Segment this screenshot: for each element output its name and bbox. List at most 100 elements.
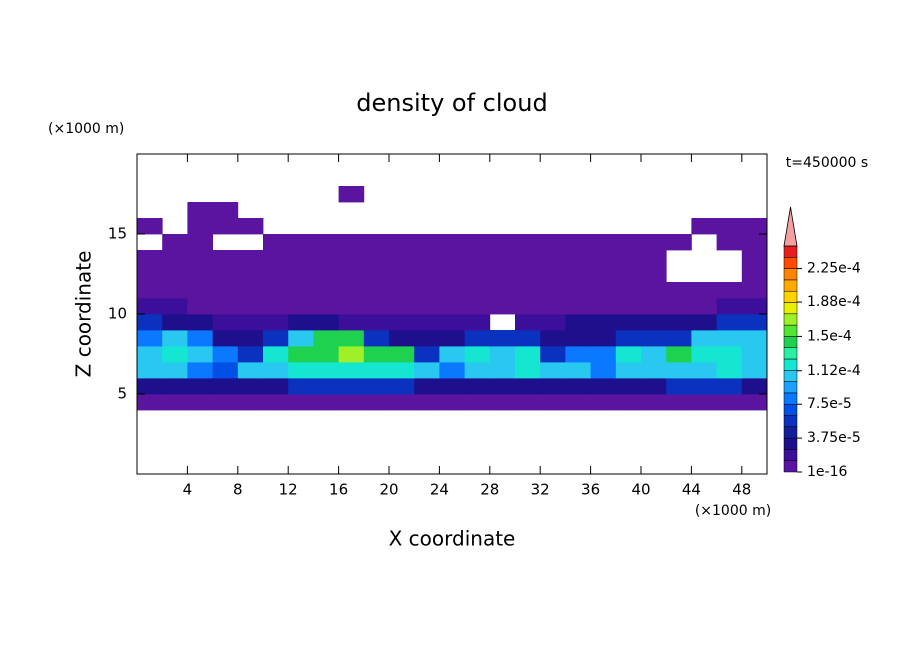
contour-cell xyxy=(263,314,289,331)
contour-cell xyxy=(389,394,415,411)
contour-cell xyxy=(666,346,692,363)
contour-cell xyxy=(363,234,390,251)
contour-cell xyxy=(414,266,440,283)
contour-cell xyxy=(741,330,768,347)
contour-cell xyxy=(515,346,541,363)
contour-cell xyxy=(666,234,692,251)
contour-cell xyxy=(414,314,440,331)
x-tick-label: 24 xyxy=(430,481,449,499)
contour-cell xyxy=(162,282,188,299)
contour-cell xyxy=(212,330,239,347)
contour-cell xyxy=(363,394,390,411)
contour-cell xyxy=(540,234,566,251)
x-tick-label: 32 xyxy=(531,481,550,499)
contour-cell xyxy=(338,330,365,347)
contour-cell xyxy=(565,266,591,283)
contour-cell xyxy=(615,394,642,411)
contour-cell xyxy=(439,362,465,379)
colorbar-band xyxy=(783,403,798,416)
contour-cell xyxy=(615,282,642,299)
contour-cell xyxy=(212,250,239,267)
contour-cell xyxy=(615,346,642,363)
contour-cell xyxy=(363,298,390,315)
contour-cell xyxy=(590,362,617,379)
contour-cell xyxy=(641,346,667,363)
contour-cell xyxy=(439,346,465,363)
contour-cell xyxy=(389,346,415,363)
contour-cell xyxy=(641,266,667,283)
colorbar-tick-label: 7.5e-5 xyxy=(807,396,852,412)
contour-cell xyxy=(162,234,188,251)
contour-cell xyxy=(741,346,768,363)
contour-cell xyxy=(590,330,617,347)
contour-cell xyxy=(187,250,213,267)
contour-cell xyxy=(414,330,440,347)
x-unit: (×1000 m) xyxy=(695,503,771,519)
contour-cell xyxy=(237,250,264,267)
contour-cell xyxy=(741,298,768,315)
contour-cell xyxy=(464,362,491,379)
x-tick-label: 36 xyxy=(581,481,600,499)
contour-cell xyxy=(338,282,365,299)
contour-cell xyxy=(464,394,491,411)
contour-cell xyxy=(263,250,289,267)
colorbar-tick-label: 1.88e-4 xyxy=(807,294,861,310)
contour-cell xyxy=(187,218,213,235)
contour-cell xyxy=(565,282,591,299)
colorbar-tick-label: 1.12e-4 xyxy=(807,363,861,379)
contour-cell xyxy=(641,378,667,395)
contour-cell xyxy=(489,266,516,283)
contour-cell xyxy=(389,298,415,315)
contour-cell xyxy=(489,234,516,251)
y-unit: (×1000 m) xyxy=(48,121,124,137)
contour-cell xyxy=(716,234,743,251)
x-tick-label: 8 xyxy=(233,481,243,499)
contour-cell xyxy=(540,394,566,411)
x-tick-label: 40 xyxy=(631,481,650,499)
contour-cell xyxy=(691,378,717,395)
contour-cell xyxy=(137,282,163,299)
contour-cell xyxy=(716,362,743,379)
contour-cell xyxy=(389,330,415,347)
colorbar-band xyxy=(783,415,798,428)
contour-cell xyxy=(666,298,692,315)
contour-cell xyxy=(137,314,163,331)
contour-cell xyxy=(691,394,717,411)
contour-cell xyxy=(414,346,440,363)
y-tick-label: 10 xyxy=(108,305,127,323)
contour-cell xyxy=(716,298,743,315)
contour-cell xyxy=(641,250,667,267)
colorbar-band xyxy=(783,392,798,405)
contour-cell xyxy=(439,266,465,283)
contour-cell xyxy=(464,378,491,395)
contour-cell xyxy=(641,362,667,379)
contour-cell xyxy=(288,314,314,331)
contour-cell xyxy=(716,378,743,395)
contour-cell xyxy=(439,394,465,411)
colorbar-band xyxy=(783,437,798,450)
contour-cell xyxy=(540,330,566,347)
contour-cell xyxy=(389,266,415,283)
contour-cell xyxy=(515,234,541,251)
contour-cell xyxy=(414,394,440,411)
contour-cell xyxy=(313,394,339,411)
contour-cell xyxy=(716,330,743,347)
contour-cell xyxy=(338,234,365,251)
contour-cell xyxy=(716,346,743,363)
contour-cell xyxy=(338,378,365,395)
contour-cell xyxy=(540,362,566,379)
contour-cell xyxy=(187,330,213,347)
contour-cell xyxy=(691,362,717,379)
contour-cell xyxy=(338,394,365,411)
chart-title: density of cloud xyxy=(356,89,547,117)
contour-cell xyxy=(313,234,339,251)
contour-cell xyxy=(590,234,617,251)
contour-cell xyxy=(741,394,768,411)
contour-cell xyxy=(263,378,289,395)
contour-cell xyxy=(313,298,339,315)
contour-cell xyxy=(565,250,591,267)
contour-cell xyxy=(540,346,566,363)
contour-cell xyxy=(540,266,566,283)
contour-cell xyxy=(237,378,264,395)
contour-cell xyxy=(691,282,717,299)
